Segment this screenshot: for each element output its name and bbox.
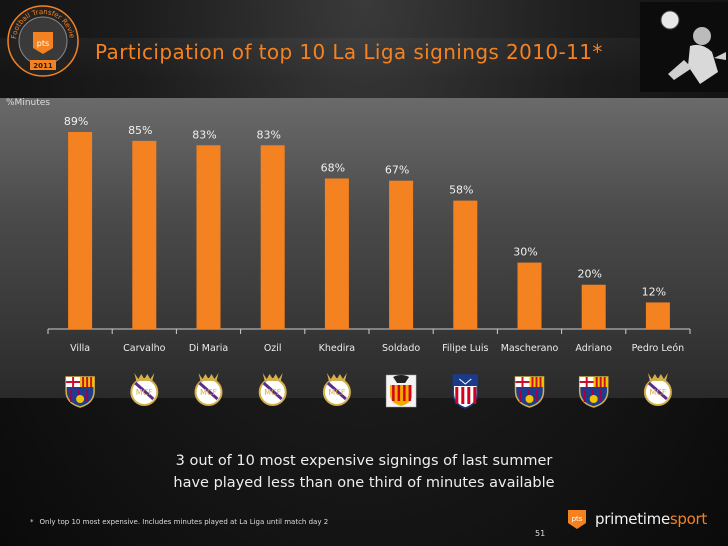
svg-text:MCF: MCF [200, 388, 217, 397]
real-madrid-crest-icon: MCF [130, 373, 159, 406]
background-stripe [0, 98, 728, 398]
svg-text:MCF: MCF [264, 388, 281, 397]
barcelona-crest-icon [65, 376, 95, 408]
page-number: 51 [535, 529, 546, 538]
brand-name: primetimesport [595, 510, 707, 528]
conclusion-line-1: 3 out of 10 most expensive signings of l… [175, 453, 553, 469]
player-photo [640, 2, 728, 92]
football-transfer-review-badge: Football Transfer Review pts 2011 [6, 4, 79, 77]
footnote: * Only top 10 most expensive. Includes mi… [30, 518, 328, 526]
footnote-marker: * [30, 518, 34, 526]
category-label-1: Villa [70, 343, 90, 354]
data-label-4: 83% [256, 128, 280, 141]
bar-6 [389, 180, 414, 329]
svg-text:MCF: MCF [649, 388, 666, 397]
data-label-10: 12% [642, 285, 666, 298]
bar-2 [132, 140, 157, 329]
category-label-10: Pedro León [632, 343, 685, 354]
bar-7 [453, 200, 478, 329]
category-label-6: Soldado [382, 343, 420, 354]
slide-title: Participation of top 10 La Liga signings… [95, 40, 603, 64]
data-label-1: 89% [64, 115, 88, 128]
badge-year: 2011 [33, 62, 53, 70]
primetimesport-logo: pts primetimesport [566, 504, 707, 534]
svg-text:MCF: MCF [136, 388, 153, 397]
brand-name-main: primetime [595, 510, 670, 528]
valencia-crest-icon [385, 374, 417, 408]
header-band [0, 38, 728, 78]
category-label-7: Filipe Luis [442, 343, 488, 354]
category-label-3: Di Maria [189, 343, 228, 354]
real-madrid-crest-icon: MCF [322, 373, 351, 406]
data-label-5: 68% [321, 161, 345, 174]
category-label-9: Adriano [575, 343, 612, 354]
barcelona-crest-icon [514, 376, 545, 408]
data-label-3: 83% [192, 128, 216, 141]
footnote-text: Only top 10 most expensive. Includes min… [39, 518, 329, 526]
bar-5 [324, 178, 349, 329]
badge-logo-text: pts [37, 39, 49, 48]
brand-name-accent: sport [669, 510, 707, 528]
data-label-6: 67% [385, 164, 409, 177]
category-label-2: Carvalho [123, 343, 165, 354]
bar-3 [196, 145, 221, 329]
data-label-2: 85% [128, 124, 152, 137]
conclusion-line-2: have played less than one third of minut… [173, 475, 555, 491]
category-label-5: Khedira [319, 343, 356, 354]
bar-1 [68, 132, 93, 329]
bar-10 [645, 302, 670, 329]
real-madrid-crest-icon: MCF [194, 373, 223, 406]
bar-9 [581, 284, 606, 329]
bar-4 [260, 145, 285, 329]
data-label-9: 20% [577, 268, 601, 281]
pts-logo-text: pts [572, 515, 583, 523]
y-axis-unit-label: %Minutes [6, 98, 50, 108]
atletico-madrid-crest-icon [452, 374, 479, 409]
pts-logo-icon: pts [568, 510, 586, 529]
category-label-8: Mascherano [501, 343, 559, 354]
conclusion-text: 3 out of 10 most expensive signings of l… [0, 450, 728, 494]
data-label-7: 58% [449, 184, 473, 197]
bar-8 [517, 262, 542, 329]
data-label-8: 30% [513, 246, 537, 259]
real-madrid-crest-icon: MCF [643, 373, 672, 406]
svg-text:MCF: MCF [328, 388, 345, 397]
bar-chart: 89% Villa 85% Carvalho MCF 83% Di Maria MCF 83% O… [47, 115, 691, 409]
barcelona-crest-icon [578, 376, 609, 408]
category-label-4: Ozil [264, 343, 282, 354]
real-madrid-crest-icon: MCF [258, 373, 287, 406]
